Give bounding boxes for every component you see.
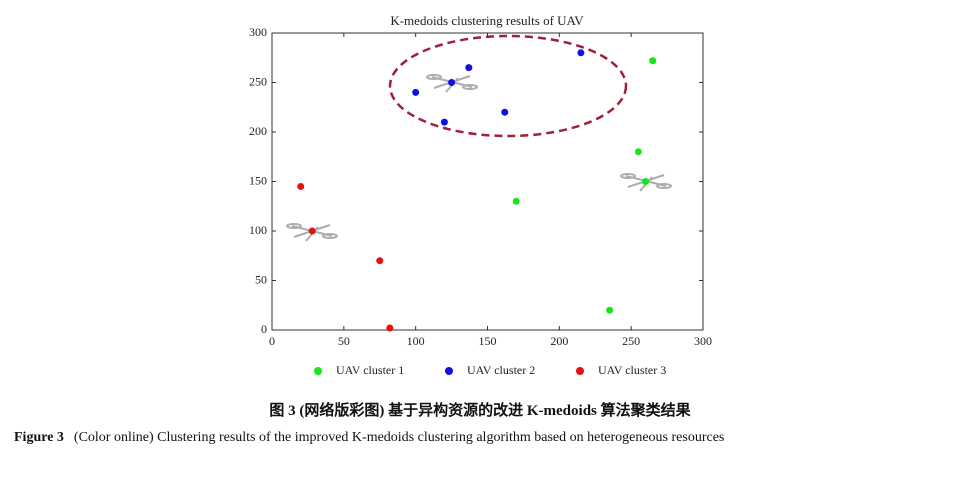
- point: [448, 79, 456, 86]
- x-tick-label: 250: [622, 334, 640, 348]
- point: [501, 108, 509, 116]
- chart: K-medoids clustering results of UAV 0 50 1…: [249, 13, 712, 377]
- plot-frame: [271, 32, 704, 331]
- x-tick-label: 200: [550, 334, 568, 348]
- x-tick-label: 0: [269, 334, 275, 348]
- caption: Figure 3 (Color online) Clustering result…: [14, 428, 950, 447]
- y-tick-label: 200: [249, 124, 267, 138]
- point: [386, 324, 394, 332]
- legend-label: UAV cluster 1: [336, 363, 404, 377]
- point: [440, 118, 448, 126]
- point: [412, 88, 420, 96]
- legend-marker: [445, 367, 453, 375]
- point: [297, 182, 305, 190]
- point: [376, 257, 384, 265]
- legend-label: UAV cluster 2: [467, 363, 535, 377]
- legend-marker: [576, 367, 584, 375]
- caption-text: (Color online) Clustering results of the…: [73, 430, 725, 445]
- x-tick-label: 150: [479, 334, 497, 348]
- y-tick-label: 150: [249, 173, 267, 187]
- y-tick-label: 250: [249, 74, 267, 88]
- point: [642, 178, 650, 185]
- chart-title: K-medoids clustering results of UAV: [390, 13, 584, 28]
- legend-marker: [314, 367, 322, 375]
- point: [649, 57, 657, 65]
- x-tick-label: 50: [338, 334, 350, 348]
- y-tick-label: 50: [255, 272, 267, 286]
- figure-label: Figure 3: [14, 430, 64, 445]
- y-tick-label: 300: [249, 25, 267, 39]
- x-tick-label: 100: [407, 334, 425, 348]
- point: [308, 227, 316, 235]
- legend-label: UAV cluster 3: [598, 363, 666, 377]
- point: [577, 49, 585, 57]
- caption-cn: 图 3 (网络版彩图) 基于异构资源的改进 K-medoids 算法聚类结果: [269, 403, 691, 419]
- cluster-ellipse: [388, 34, 628, 138]
- x-tick-label: 300: [694, 334, 712, 348]
- point: [465, 64, 473, 72]
- y-tick-label: 100: [249, 223, 267, 237]
- point: [606, 306, 614, 314]
- point: [512, 197, 520, 205]
- point: [634, 148, 642, 156]
- y-tick-label: 0: [261, 322, 267, 336]
